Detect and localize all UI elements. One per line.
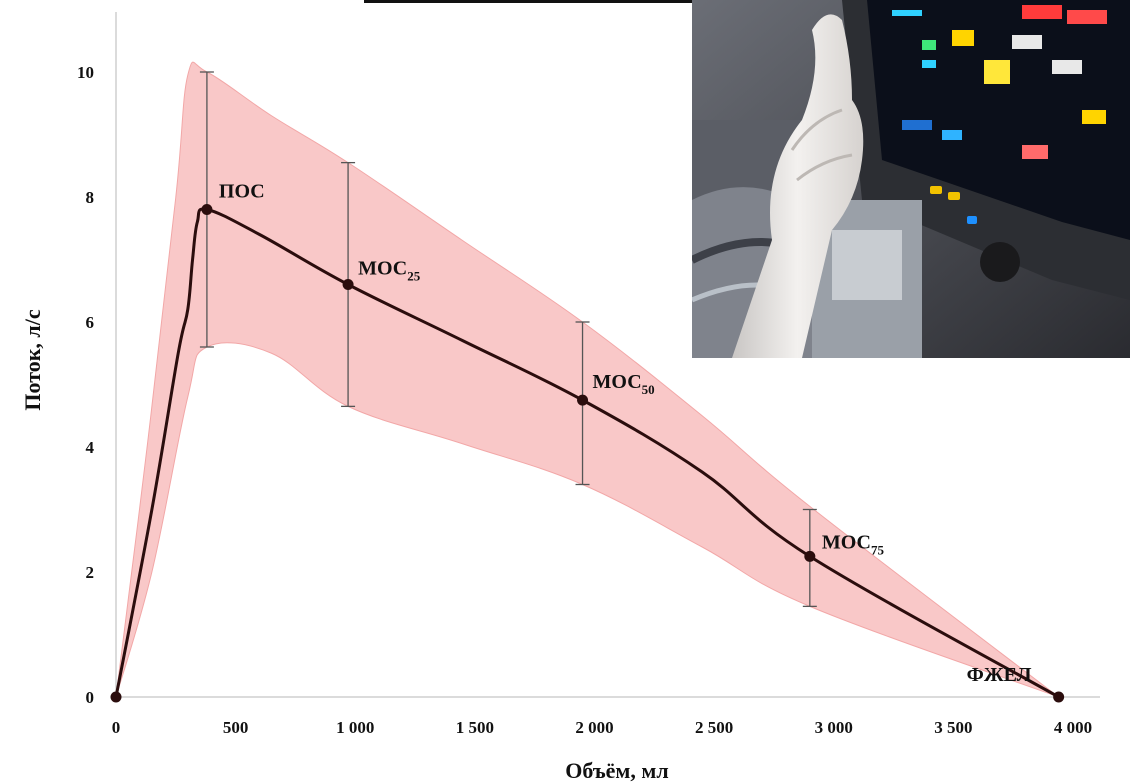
x-axis-title: Объём, мл xyxy=(565,758,668,783)
data-point xyxy=(342,279,354,290)
axes xyxy=(115,12,1100,698)
data-point xyxy=(577,394,589,406)
point-label-subscript: 50 xyxy=(642,382,655,397)
x-tick-label: 1 500 xyxy=(456,718,494,737)
flow-curve-layer xyxy=(114,207,1060,699)
y-tick-label: 6 xyxy=(86,313,95,332)
point-label: ФЖЕЛ xyxy=(967,664,1032,686)
x-tick-label: 4 000 xyxy=(1054,718,1092,737)
confidence-band-layer xyxy=(115,61,1059,698)
data-point xyxy=(201,204,213,215)
data-point xyxy=(1053,691,1065,703)
x-tick-label: 500 xyxy=(223,718,249,737)
x-tick-label: 2 500 xyxy=(695,718,733,737)
data-point xyxy=(110,691,122,703)
x-tick-label: 3 500 xyxy=(934,718,972,737)
x-tick-label: 1 000 xyxy=(336,718,374,737)
point-label-subscript: 25 xyxy=(407,269,421,284)
y-tick-label: 0 xyxy=(86,688,95,707)
tick-labels: 0 500 1 000 1 500 2 000 2 500 3 000 3 500 4 000 0… xyxy=(77,63,1092,737)
data-point xyxy=(804,550,816,562)
point-label: ПОС xyxy=(219,181,265,203)
monitor-photo-illustration xyxy=(692,0,1130,358)
monitor-photo xyxy=(692,0,1130,358)
x-tick-label: 3 000 xyxy=(815,718,853,737)
x-tick-label: 0 xyxy=(112,718,121,737)
confidence-band xyxy=(115,61,1059,698)
y-tick-label: 2 xyxy=(86,563,95,582)
flow-curve xyxy=(114,207,1060,699)
point-label-subscript: 75 xyxy=(871,542,885,557)
y-tick-label: 10 xyxy=(77,63,94,82)
x-tick-label: 2 000 xyxy=(575,718,613,737)
y-tick-label: 8 xyxy=(86,188,95,207)
y-axis-title: Поток, л/с xyxy=(20,309,45,410)
photo-top-edge xyxy=(364,0,694,3)
y-tick-label: 4 xyxy=(86,438,95,457)
